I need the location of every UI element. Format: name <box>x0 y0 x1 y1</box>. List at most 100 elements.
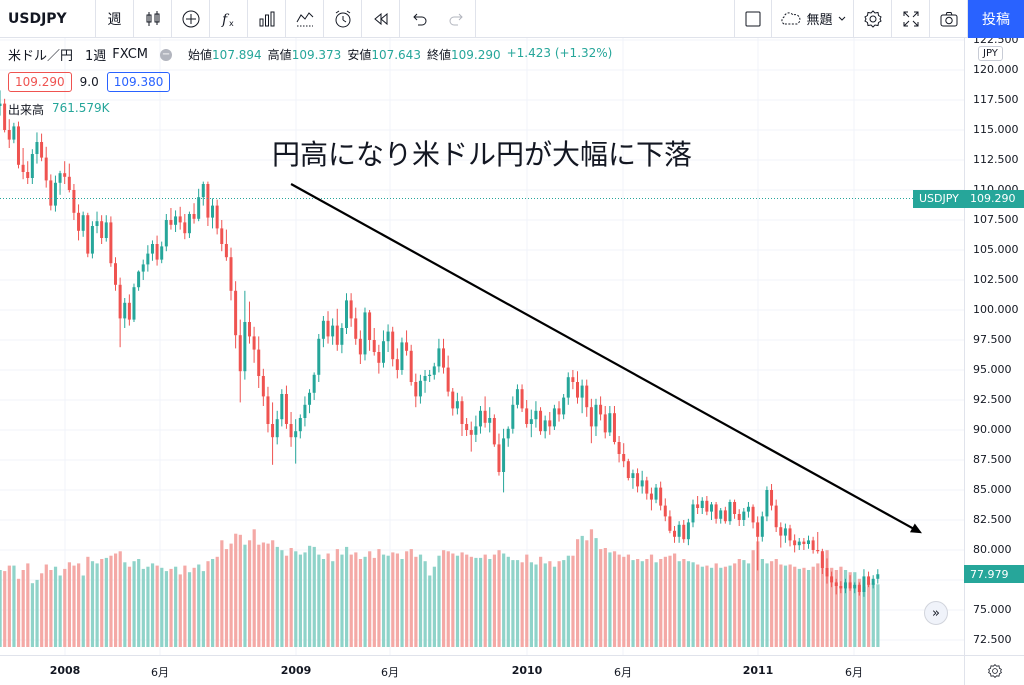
volume-bar <box>594 538 598 647</box>
time-label-month: 6月 <box>845 666 863 679</box>
volume-bar <box>617 554 621 647</box>
candle <box>72 184 76 220</box>
candle-body <box>506 428 510 439</box>
layout-button[interactable] <box>734 0 772 38</box>
gear-icon <box>987 663 1002 678</box>
bid-price[interactable]: 109.290 <box>8 72 72 92</box>
settings-button[interactable] <box>854 0 892 38</box>
volume-bar <box>243 544 247 647</box>
ask-price[interactable]: 109.380 <box>106 72 171 92</box>
candle-body <box>465 424 469 430</box>
interval-button[interactable]: 週 <box>96 0 134 38</box>
axis-settings-button[interactable] <box>964 655 1024 685</box>
candle <box>714 502 718 524</box>
candle <box>534 401 538 428</box>
svg-text:f: f <box>221 12 230 28</box>
candle <box>30 149 34 184</box>
volume-bar <box>118 551 122 647</box>
candle <box>35 132 39 164</box>
candle-body <box>788 528 792 541</box>
time-label-month: 6月 <box>151 666 169 679</box>
templates-button[interactable] <box>286 0 324 38</box>
candle-body <box>811 540 815 550</box>
chart-pane[interactable] <box>0 38 964 655</box>
candle-body <box>345 300 348 328</box>
ohlc-item: 安値107.643 <box>347 46 421 63</box>
candle-body <box>539 410 543 432</box>
chart-type-button[interactable] <box>134 0 172 38</box>
volume-bar <box>807 570 811 647</box>
candle-body <box>247 322 251 337</box>
time-axis[interactable]: 2008 6月 2009 6月 2010 6月 2011 6月 <box>0 655 964 685</box>
candle <box>529 409 533 438</box>
volume-bar <box>728 565 732 647</box>
price-chart[interactable] <box>0 38 964 655</box>
volume-bar <box>386 555 390 647</box>
candle-body <box>0 103 2 106</box>
volume-bar <box>229 543 233 647</box>
financials-button[interactable] <box>248 0 286 38</box>
candle <box>192 203 196 224</box>
candle-body <box>691 504 695 523</box>
candle-body <box>677 524 681 537</box>
volume-bar <box>377 549 381 647</box>
snapshot-button[interactable] <box>930 0 968 38</box>
volume-bar <box>275 546 279 647</box>
volume-bar <box>760 559 764 647</box>
candle <box>326 311 330 344</box>
candle <box>312 372 316 400</box>
candle <box>183 214 187 240</box>
volume-bar <box>442 550 446 647</box>
candle <box>294 419 298 464</box>
currency-badge[interactable]: JPY <box>978 46 1003 61</box>
volume-bar <box>548 561 552 647</box>
chart-annotation-text[interactable]: 円高になり米ドル円が大幅に下落 <box>272 138 693 171</box>
candle <box>677 521 681 543</box>
publish-button[interactable]: 投稿 <box>968 0 1024 38</box>
volume-bar <box>497 550 501 647</box>
candle <box>788 524 792 547</box>
scroll-to-realtime-button[interactable]: » <box>924 601 948 625</box>
candle <box>331 318 335 345</box>
price-tick-label: 112.500 <box>973 153 1019 166</box>
volume-bar <box>95 563 99 647</box>
ohlc-item: +1.423 (+1.32%) <box>507 46 613 63</box>
fullscreen-button[interactable] <box>892 0 930 38</box>
volume-bar <box>261 542 266 647</box>
alert-button[interactable] <box>324 0 362 38</box>
candle <box>446 355 450 397</box>
volume-bar <box>474 557 478 647</box>
legend-collapse-icon[interactable]: − <box>160 48 173 61</box>
symbol-search-button[interactable]: USDJPY <box>0 0 96 38</box>
volume-bar <box>16 578 21 647</box>
volume-bar <box>303 552 307 647</box>
candle-body <box>30 154 34 178</box>
volume-bar <box>723 566 728 647</box>
volume-bar <box>779 564 783 647</box>
replay-button[interactable] <box>362 0 400 38</box>
time-label-year: 2011 <box>742 664 774 677</box>
price-tick-label: 90.000 <box>973 423 1012 436</box>
trend-line[interactable] <box>290 183 919 533</box>
volume-bar <box>187 572 192 647</box>
undo-button[interactable] <box>400 0 438 38</box>
candle <box>81 211 85 237</box>
candle <box>243 290 247 380</box>
candle-body <box>298 418 302 432</box>
candle <box>238 319 242 403</box>
price-tick-label: 117.500 <box>973 93 1019 106</box>
candle-body <box>853 584 857 589</box>
volume-label: 出来高 <box>8 103 45 117</box>
layout-name-dropdown[interactable]: 無題 <box>772 0 854 38</box>
volume-bar <box>63 568 67 647</box>
price-axis[interactable]: 122.500120.000117.500115.000112.500110.0… <box>964 38 1024 655</box>
candle-body <box>289 424 293 438</box>
candle-body <box>714 504 718 519</box>
compare-button[interactable] <box>172 0 210 38</box>
volume-bar <box>788 564 792 647</box>
volume-bar <box>21 570 25 647</box>
candle <box>21 148 25 180</box>
candle-body <box>723 510 727 522</box>
redo-button[interactable] <box>438 0 476 38</box>
